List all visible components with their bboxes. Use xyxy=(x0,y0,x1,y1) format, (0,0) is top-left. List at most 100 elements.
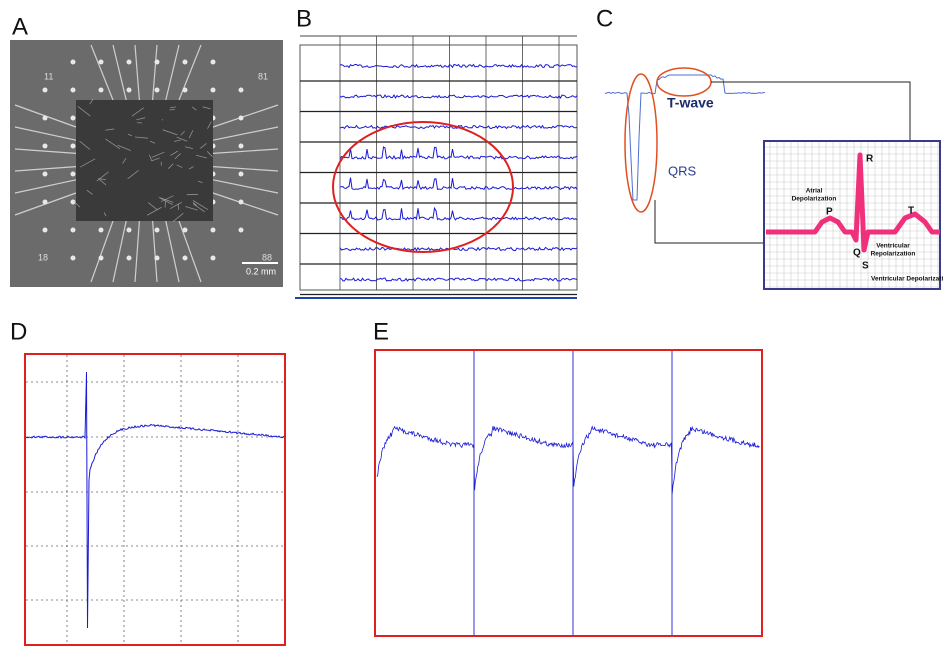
ecg-label: T xyxy=(908,206,914,217)
electrode-trace xyxy=(14,148,77,154)
tissue-fiber xyxy=(147,202,158,211)
tissue-fiber xyxy=(184,146,194,149)
electrode xyxy=(42,115,48,121)
tissue-fiber xyxy=(77,105,91,117)
tissue-fiber xyxy=(122,157,127,164)
electrode-trace xyxy=(152,220,158,283)
electrode xyxy=(70,227,76,233)
electrode xyxy=(42,227,48,233)
panel-label: E xyxy=(373,318,389,345)
tissue-fiber xyxy=(158,196,173,205)
electrode xyxy=(154,227,160,233)
tissue-fiber xyxy=(192,200,209,210)
tissue-fiber xyxy=(105,138,121,150)
tissue-fiber xyxy=(176,136,188,142)
electrode-trace xyxy=(212,192,279,216)
tissue-fiber xyxy=(105,128,115,131)
tissue-fiber xyxy=(206,151,213,158)
electrode xyxy=(70,59,76,65)
tissue-fiber xyxy=(73,201,81,208)
channel-trace xyxy=(339,63,578,69)
tissue-fiber xyxy=(169,108,175,111)
electrode-trace xyxy=(14,166,77,172)
electrode-trace xyxy=(178,220,202,283)
ecg-annotation: Ventricular Depolarization xyxy=(871,276,943,283)
electrode xyxy=(70,143,76,149)
tissue-fiber xyxy=(188,130,194,139)
tissue-fiber xyxy=(79,140,91,150)
tissue-fiber xyxy=(103,212,107,217)
electrode xyxy=(182,59,188,65)
channel-trace xyxy=(339,93,578,100)
electrode xyxy=(70,87,76,93)
tissue-fiber xyxy=(99,179,107,186)
electrode-trace xyxy=(90,220,114,283)
electrode-label: 11 xyxy=(44,71,53,81)
electrode xyxy=(42,87,48,93)
tissue-fiber xyxy=(131,107,145,117)
electrode-trace xyxy=(152,44,158,101)
t-wave-label: T-wave xyxy=(667,95,714,111)
electrode xyxy=(42,143,48,149)
tissue-fiber xyxy=(207,121,212,129)
electrode-trace xyxy=(14,179,77,194)
electrode xyxy=(210,59,216,65)
electrode-label: 88 xyxy=(262,252,272,262)
tissue-fiber xyxy=(173,139,181,142)
ecg-label: S xyxy=(862,261,869,272)
tissue-fiber xyxy=(200,143,207,149)
tissue-fiber xyxy=(136,117,146,121)
electrode xyxy=(238,227,244,233)
tissue-fiber xyxy=(202,106,211,110)
ecg-annotation: Depolarization xyxy=(792,196,837,203)
electrode-trace xyxy=(165,44,180,101)
tissue-fiber xyxy=(149,140,156,144)
electrode-trace xyxy=(212,179,279,194)
electrode-trace xyxy=(165,220,180,283)
electrode xyxy=(182,255,188,261)
electrode xyxy=(42,171,48,177)
electrode xyxy=(126,59,132,65)
electrode-trace xyxy=(134,44,140,101)
electrode-trace xyxy=(212,166,279,172)
channel-trace xyxy=(339,177,578,191)
electrode-trace xyxy=(212,126,279,141)
tissue-fiber xyxy=(192,106,197,111)
electrode xyxy=(154,59,160,65)
channel-trace xyxy=(339,206,578,221)
electrode-trace xyxy=(14,126,77,141)
electrode xyxy=(126,227,132,233)
tissue-fiber xyxy=(188,166,194,170)
electrode xyxy=(238,199,244,205)
ecg-trace xyxy=(604,74,766,201)
tissue xyxy=(76,100,213,221)
tissue-fiber xyxy=(195,154,208,159)
tissue-fiber xyxy=(146,206,162,216)
ecg-label: R xyxy=(866,154,874,165)
channel-trace xyxy=(339,124,578,130)
tissue-fiber xyxy=(117,144,131,152)
trace-frame xyxy=(24,353,286,646)
electrode xyxy=(98,87,104,93)
electrode-label: 81 xyxy=(258,71,268,81)
ecg-annotation: Repolarization xyxy=(871,251,916,258)
tissue-fiber xyxy=(159,197,174,203)
tissue-fiber xyxy=(160,195,174,203)
tissue-fiber xyxy=(162,129,178,136)
electrode xyxy=(238,87,244,93)
qrs-label: QRS xyxy=(668,163,697,178)
electrode-trace xyxy=(212,104,279,128)
electrode xyxy=(126,87,132,93)
tissue-fiber xyxy=(98,178,106,180)
panel-label: C xyxy=(596,5,613,32)
tissue-fiber xyxy=(170,106,177,109)
electrode xyxy=(70,199,76,205)
electrode xyxy=(98,59,104,65)
tissue-fiber xyxy=(127,133,133,137)
panel-label: D xyxy=(10,318,27,345)
electrode xyxy=(238,115,244,121)
ecg-annotation: Atrial xyxy=(806,188,823,195)
ecg-label: Q xyxy=(853,248,861,259)
tissue-fiber xyxy=(172,212,184,222)
